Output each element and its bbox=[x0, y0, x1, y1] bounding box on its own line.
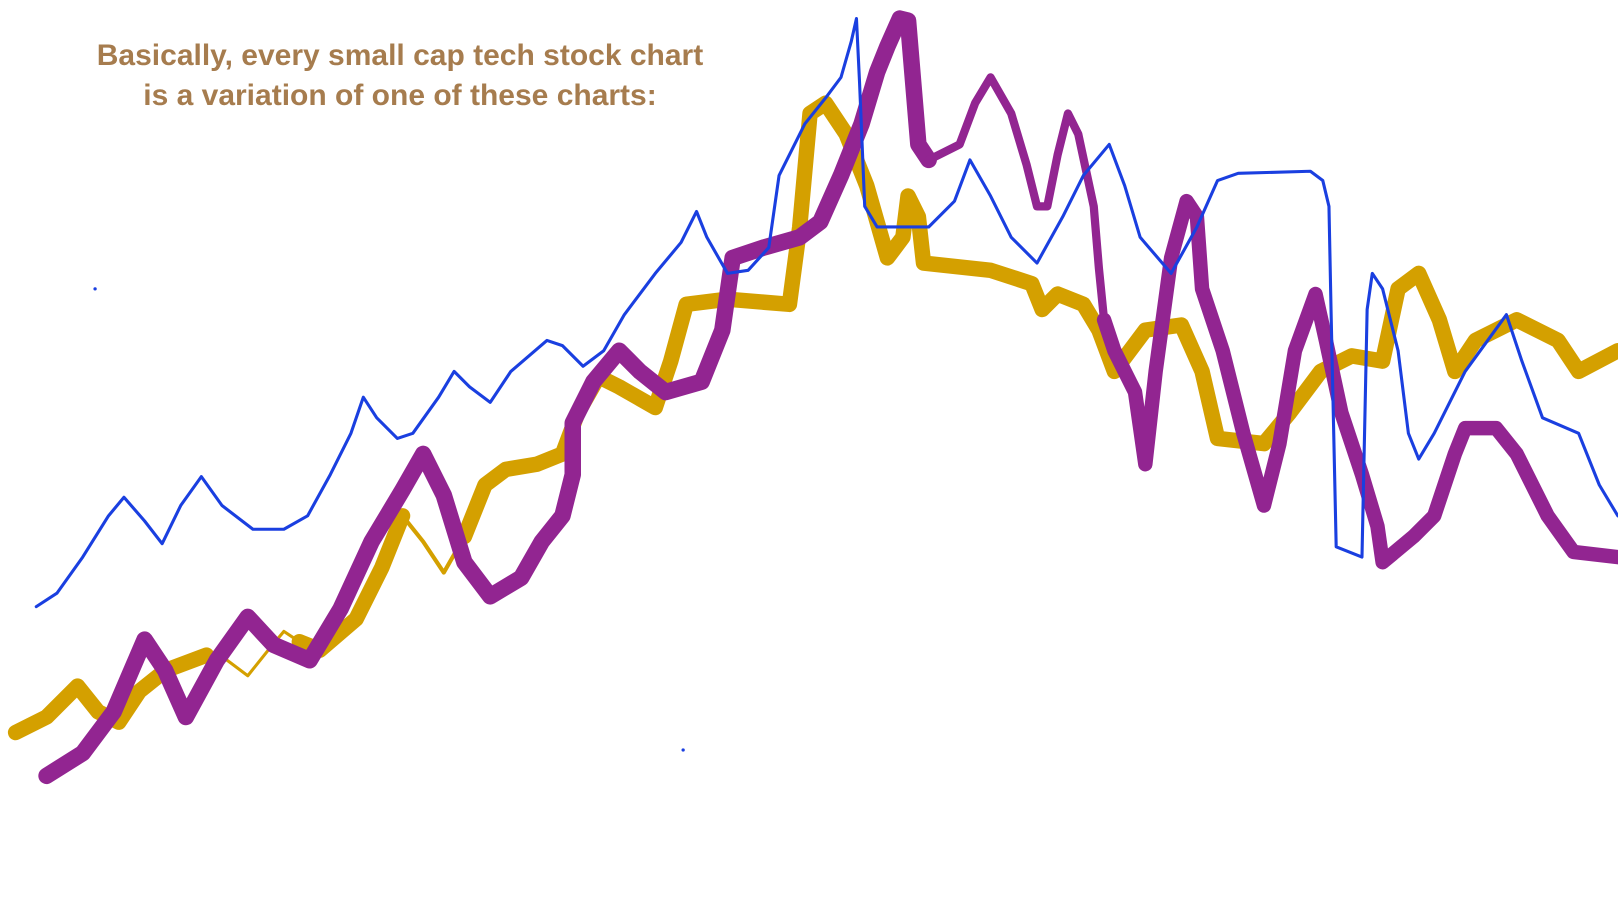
blue-stroke bbox=[34, 17, 1618, 609]
gold-stroke bbox=[456, 95, 1618, 545]
blue-dot bbox=[93, 287, 97, 291]
purple-stroke bbox=[1096, 193, 1618, 570]
caption: Basically, every small cap tech stock ch… bbox=[40, 36, 760, 116]
blue-dot bbox=[681, 748, 685, 752]
purple-stroke bbox=[38, 10, 937, 785]
caption-line: Basically, every small cap tech stock ch… bbox=[96, 39, 704, 72]
purple-thin-stroke bbox=[924, 73, 1109, 324]
caption-line: is a variation of one of these charts: bbox=[143, 79, 657, 112]
